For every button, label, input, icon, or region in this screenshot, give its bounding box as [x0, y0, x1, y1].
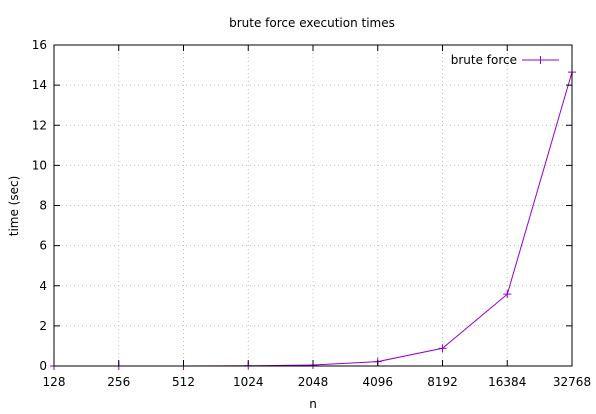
y-tick-label: 14 [32, 78, 47, 92]
ticks [53, 44, 573, 367]
legend-marker-plus [536, 56, 545, 64]
grid [54, 45, 572, 366]
chart-title: brute force execution times [229, 16, 395, 30]
legend: brute force [451, 53, 559, 67]
x-tick-label: 8192 [427, 375, 458, 389]
x-tick-label: 16384 [488, 375, 526, 389]
y-axis-label: time (sec) [7, 176, 21, 237]
y-tick-label: 6 [39, 239, 47, 253]
y-tick-label: 0 [39, 359, 47, 373]
y-tick-label: 2 [39, 319, 47, 333]
x-tick-label: 4096 [362, 375, 393, 389]
x-tick-label: 512 [172, 375, 195, 389]
y-tick-label: 10 [32, 158, 47, 172]
legend-label: brute force [451, 53, 517, 67]
x-tick-label: 32768 [553, 375, 591, 389]
x-axis-label: n [309, 397, 317, 411]
x-tick-label: 128 [43, 375, 66, 389]
y-tick-label: 12 [32, 118, 47, 132]
x-tick-label: 256 [107, 375, 130, 389]
tick-labels: 0 2 4 6 8 10 12 14 16 128 256 512 1024 2048 4096 8192 16… [32, 38, 591, 389]
data-point-marker [503, 290, 512, 299]
x-tick-label: 2048 [298, 375, 329, 389]
data-point-marker [438, 344, 447, 353]
y-tick-label: 4 [39, 279, 47, 293]
y-tick-label: 8 [39, 199, 47, 213]
y-tick-label: 16 [32, 38, 47, 52]
x-tick-label: 1024 [233, 375, 264, 389]
